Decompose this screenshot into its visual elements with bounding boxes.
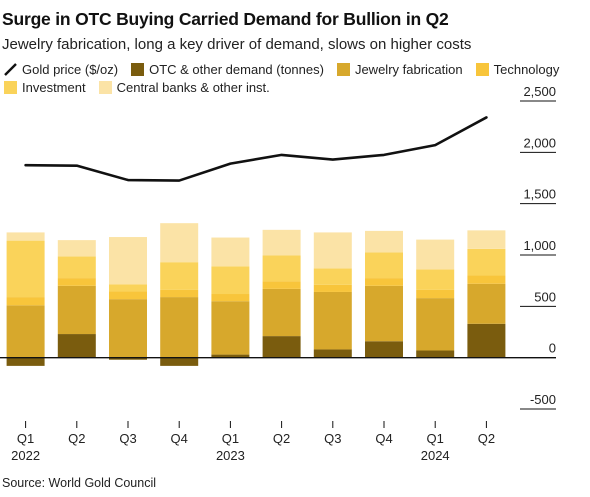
bar-segment-central-banks [262, 229, 301, 256]
bar-segment-otc [467, 323, 506, 358]
bar-segment-investment [160, 262, 199, 290]
gold-price-line [24, 116, 488, 182]
bar-segment-jewelry [6, 305, 45, 358]
x-axis-tick-label: Q3 [324, 431, 341, 446]
legend-label-investment: Investment [22, 79, 86, 95]
bar-segment-central-banks [365, 230, 403, 253]
bar-segment-central-banks [467, 230, 506, 249]
y-axis-tick-label: 500 [534, 289, 556, 304]
legend-row-1: Gold price ($/oz) OTC & other demand (to… [4, 60, 590, 78]
bar-segment-otc [313, 349, 352, 358]
bar-segment-investment [416, 269, 455, 290]
legend-item-gold-price: Gold price ($/oz) [4, 62, 118, 77]
bar-segment-otc [365, 341, 403, 358]
x-axis-tick-label: Q4 [171, 431, 188, 446]
bar-segment-otc [416, 350, 455, 358]
bar-segment-investment [211, 266, 250, 295]
bar-segment-jewelry [467, 283, 506, 324]
bar-segment-investment [365, 252, 403, 279]
legend-item-jewelry: Jewelry fabrication [336, 61, 463, 77]
legend-swatch-otc [131, 62, 145, 76]
bar-segment-investment [109, 284, 147, 292]
y-axis-tick-label: -500 [530, 392, 556, 407]
bar-segment-jewelry [365, 285, 403, 342]
y-axis-tick-label: 1,000 [523, 238, 556, 253]
bar-segment-investment [262, 255, 301, 282]
x-axis-tick-label: Q1 [17, 431, 34, 446]
x-axis-tick-label: Q2 [273, 431, 290, 446]
legend-item-otc: OTC & other demand (tonnes) [131, 62, 324, 77]
bar-segment-central-banks [416, 239, 455, 270]
bar-segment-technology [109, 291, 147, 300]
legend-item-investment: Investment [4, 80, 86, 95]
x-axis-tick-label: Q2 [478, 431, 495, 446]
x-axis-year-label: 2023 [216, 448, 245, 463]
bar-segment-technology [416, 289, 455, 299]
legend-label-jewelry: Jewelry fabrication [354, 61, 463, 77]
bar-segment-technology [467, 275, 506, 284]
bar-segment-investment [313, 268, 352, 285]
x-axis-year-label: 2024 [421, 448, 450, 463]
bar-segment-technology [160, 289, 199, 298]
bar-segment-central-banks [6, 232, 45, 241]
bar-segment-investment [467, 248, 506, 276]
line-swatch-icon [4, 62, 17, 76]
legend-row-2: Investment Central banks & other inst. [4, 78, 590, 96]
bar-segment-central-banks [211, 237, 250, 267]
bar-segment-technology [365, 278, 403, 286]
bar-segment-otc [109, 357, 147, 360]
x-axis-tick-label: Q2 [68, 431, 85, 446]
bar-segment-central-banks [57, 240, 96, 257]
bar-segment-otc [160, 357, 199, 366]
y-axis-tick-label: 2,000 [523, 135, 556, 150]
bar-segment-jewelry [109, 299, 147, 358]
x-axis-tick-label: Q3 [119, 431, 136, 446]
bar-segment-jewelry [313, 291, 352, 350]
legend-swatch-central-banks [98, 80, 112, 94]
bar-segment-central-banks [109, 237, 147, 285]
bar-segment-investment [57, 256, 96, 279]
source-note: Source: World Gold Council [2, 476, 157, 490]
x-axis-tick-label: Q4 [375, 431, 392, 446]
x-axis-tick-label: Q1 [222, 431, 239, 446]
bar-segment-otc [57, 334, 96, 358]
bar-segment-jewelry [416, 298, 455, 351]
bar-segment-investment [6, 240, 45, 298]
legend-item-technology: Technology [475, 61, 560, 77]
legend-swatch-technology [475, 62, 489, 76]
bar-segment-central-banks [313, 232, 352, 269]
legend-label-otc: OTC & other demand (tonnes) [149, 61, 324, 77]
legend-item-central-banks: Central banks & other inst. [98, 79, 270, 95]
chart-title: Surge in OTC Buying Carried Demand for B… [2, 9, 449, 29]
bar-segment-jewelry [262, 288, 301, 337]
y-axis-tick-label: 1,500 [523, 187, 556, 202]
bar-segment-technology [6, 297, 45, 306]
bar-segment-otc [211, 354, 250, 358]
bar-segment-otc [6, 357, 45, 366]
y-axis-tick-label: 0 [549, 341, 556, 356]
bar-segment-otc [262, 336, 301, 358]
bar-segment-technology [313, 284, 352, 292]
bar-segment-technology [57, 278, 96, 286]
bar-segment-jewelry [57, 285, 96, 335]
legend-label-technology: Technology [493, 61, 560, 77]
x-axis-tick-label: Q1 [427, 431, 444, 446]
legend-label-gold-price: Gold price ($/oz) [22, 61, 119, 77]
legend-swatch-jewelry [336, 62, 350, 76]
bar-segment-jewelry [211, 301, 250, 355]
legend-swatch-investment [4, 80, 17, 94]
bar-segment-jewelry [160, 297, 199, 358]
bar-segment-technology [262, 281, 301, 289]
legend-label-central-banks: Central banks & other inst. [116, 79, 270, 95]
y-axis-tick-label: 2,500 [523, 84, 556, 99]
chart-subtitle: Jewelry fabrication, long a key driver o… [2, 36, 472, 53]
chart-legend: Gold price ($/oz) OTC & other demand (to… [4, 60, 590, 96]
bar-segment-technology [211, 294, 250, 302]
x-axis-year-label: 2022 [11, 448, 40, 463]
bar-segment-central-banks [160, 223, 199, 263]
